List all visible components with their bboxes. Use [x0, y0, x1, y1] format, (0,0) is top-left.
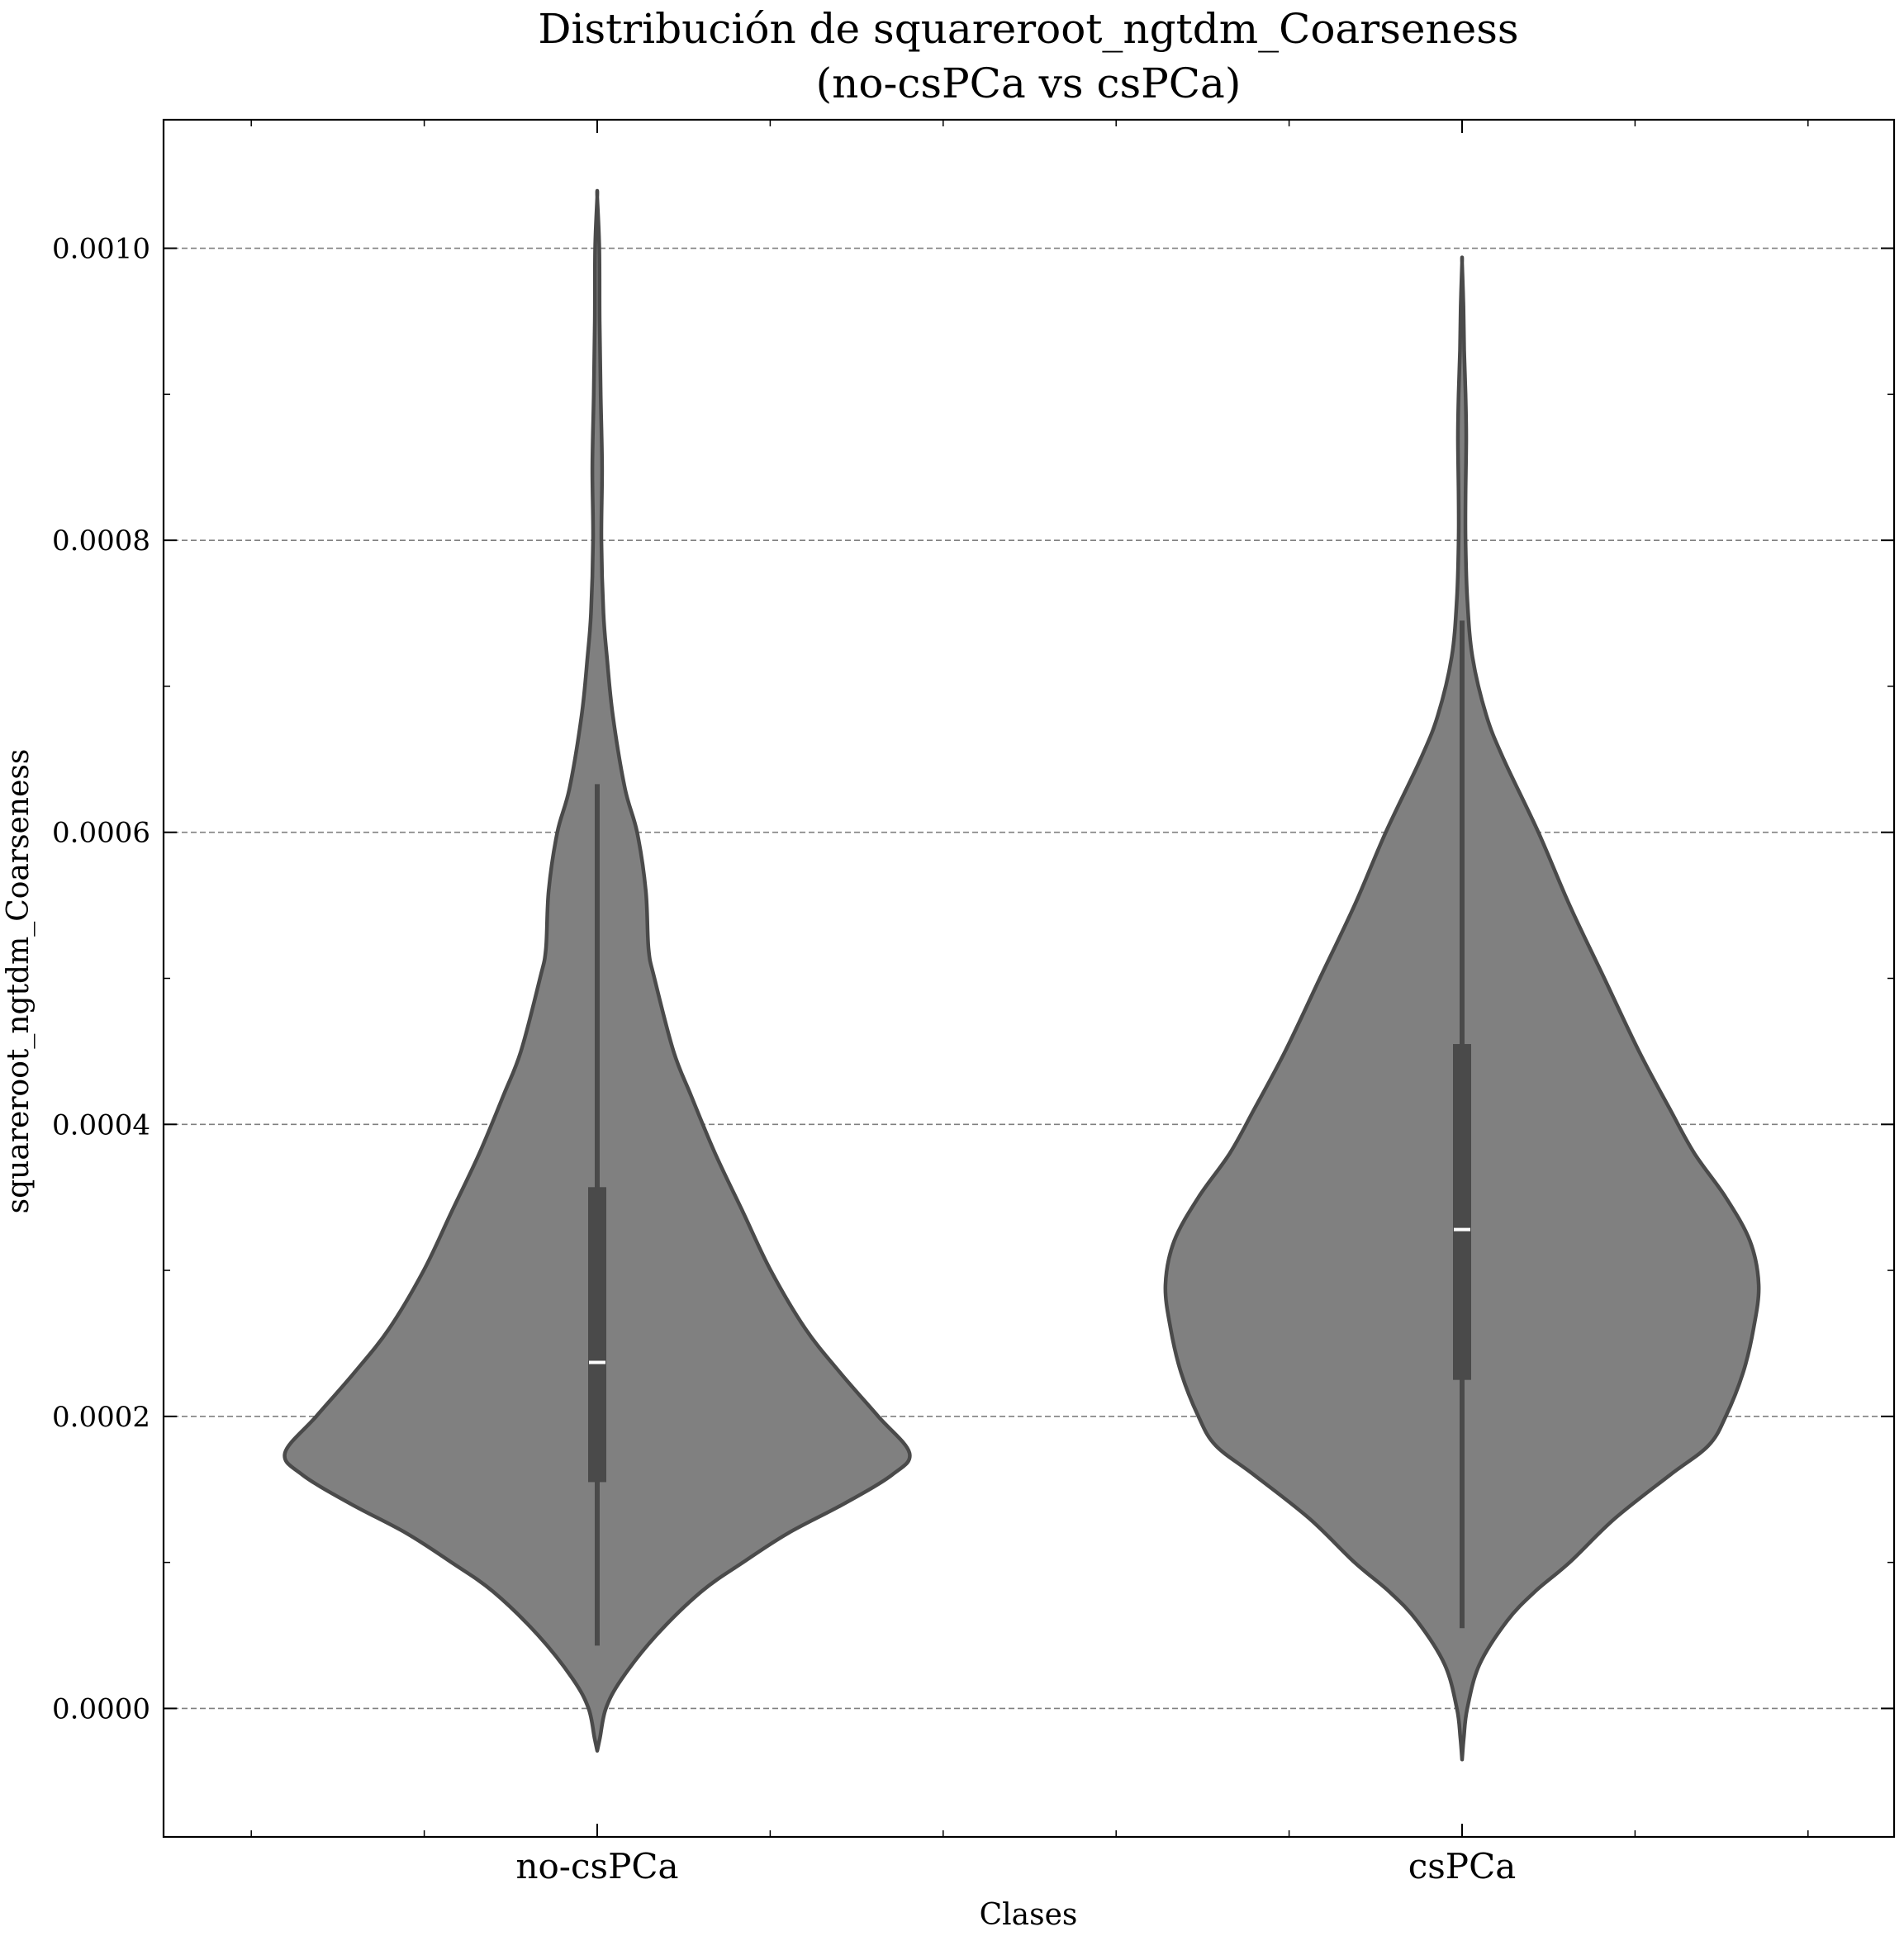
- axis-ticks: [164, 120, 1894, 1837]
- grid-lines: [164, 247, 1894, 1710]
- iqr-box: [1453, 1044, 1471, 1380]
- y-tick-labels: 0.0000 0.0002 0.0004 0.0006 0.0008 0.0010: [52, 233, 150, 1726]
- x-axis-label: Clases: [980, 1898, 1078, 1932]
- x-tick-label: no-csPCa: [515, 1846, 678, 1886]
- y-axis-label: squareroot_ngtdm_Coarseness: [2, 749, 36, 1214]
- chart-title-line2: (no-csPCa vs csPCa): [816, 59, 1242, 107]
- y-tick-label: 0.0006: [52, 817, 150, 850]
- y-tick-label: 0.0002: [52, 1401, 150, 1434]
- iqr-box: [588, 1187, 606, 1483]
- plot-frame: [162, 118, 1896, 1839]
- y-tick-label: 0.0010: [52, 233, 150, 266]
- chart-title-line1: Distribución de squareroot_ngtdm_Coarsen…: [538, 5, 1518, 53]
- y-tick-label: 0.0008: [52, 524, 150, 558]
- violins: [283, 188, 1761, 1762]
- x-tick-label: csPCa: [1408, 1846, 1517, 1886]
- x-tick-labels: no-csPCa csPCa: [515, 1846, 1516, 1886]
- y-tick-label: 0.0004: [52, 1108, 150, 1141]
- y-tick-label: 0.0000: [52, 1692, 150, 1725]
